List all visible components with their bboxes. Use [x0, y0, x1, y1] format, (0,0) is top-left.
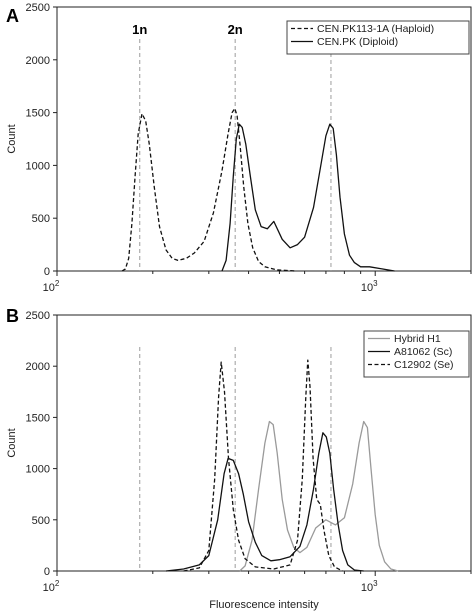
y-tick-label: 2500	[26, 2, 50, 14]
x-axis-label: Fluorescence intensity	[209, 599, 319, 611]
legend-label: A81062 (Sc)	[394, 346, 452, 358]
y-tick-label: 1000	[26, 464, 50, 476]
series-line-1	[239, 420, 399, 572]
legend-label: C12902 (Se)	[394, 359, 454, 371]
y-tick-label: 2500	[26, 310, 50, 322]
x-tick-exponent: 3	[373, 279, 378, 288]
x-tick-exponent: 3	[373, 579, 378, 588]
y-tick-label: 0	[44, 266, 50, 278]
series-line-1	[121, 107, 296, 272]
y-tick-label: 500	[32, 213, 50, 225]
y-tick-label: 2000	[26, 361, 50, 373]
y-tick-label: 1000	[26, 160, 50, 172]
legend-label: CEN.PK113-1A (Haploid)	[317, 23, 434, 35]
x-tick-exponent: 2	[55, 579, 60, 588]
plot-frame	[56, 314, 472, 572]
y-axis-label: Count	[6, 124, 18, 153]
series-line-3	[183, 359, 343, 572]
panel-letter: B	[6, 306, 19, 326]
series-line-2	[221, 123, 395, 272]
panel-a: A05001000150020002500102103Count1n2n4nCE…	[6, 2, 472, 294]
x-tick-base: 10	[43, 582, 55, 594]
x-tick-base: 10	[361, 582, 373, 594]
y-tick-label: 2000	[26, 55, 50, 67]
legend-label: Hybrid H1	[394, 333, 441, 345]
legend-label: CEN.PK (Diploid)	[317, 36, 398, 48]
plot-frame	[56, 6, 472, 272]
x-tick-label: 102	[43, 579, 60, 594]
legend: CEN.PK113-1A (Haploid)CEN.PK (Diploid)	[286, 20, 470, 55]
y-tick-label: 1500	[26, 412, 50, 424]
x-tick-base: 10	[361, 282, 373, 294]
ploidy-label-2n: 2n	[228, 22, 243, 37]
series-line-2	[165, 432, 364, 572]
y-axis-label: Count	[6, 428, 18, 457]
x-tick-label: 103	[361, 579, 378, 594]
y-tick-label: 500	[32, 515, 50, 527]
panel-letter: A	[6, 6, 19, 26]
y-tick-label: 1500	[26, 108, 50, 120]
x-tick-label: 103	[361, 279, 378, 294]
y-tick-label: 0	[44, 566, 50, 578]
legend-box	[286, 20, 470, 55]
x-tick-base: 10	[43, 282, 55, 294]
ploidy-label-1n: 1n	[132, 22, 147, 37]
x-tick-label: 102	[43, 279, 60, 294]
x-tick-exponent: 2	[55, 279, 60, 288]
